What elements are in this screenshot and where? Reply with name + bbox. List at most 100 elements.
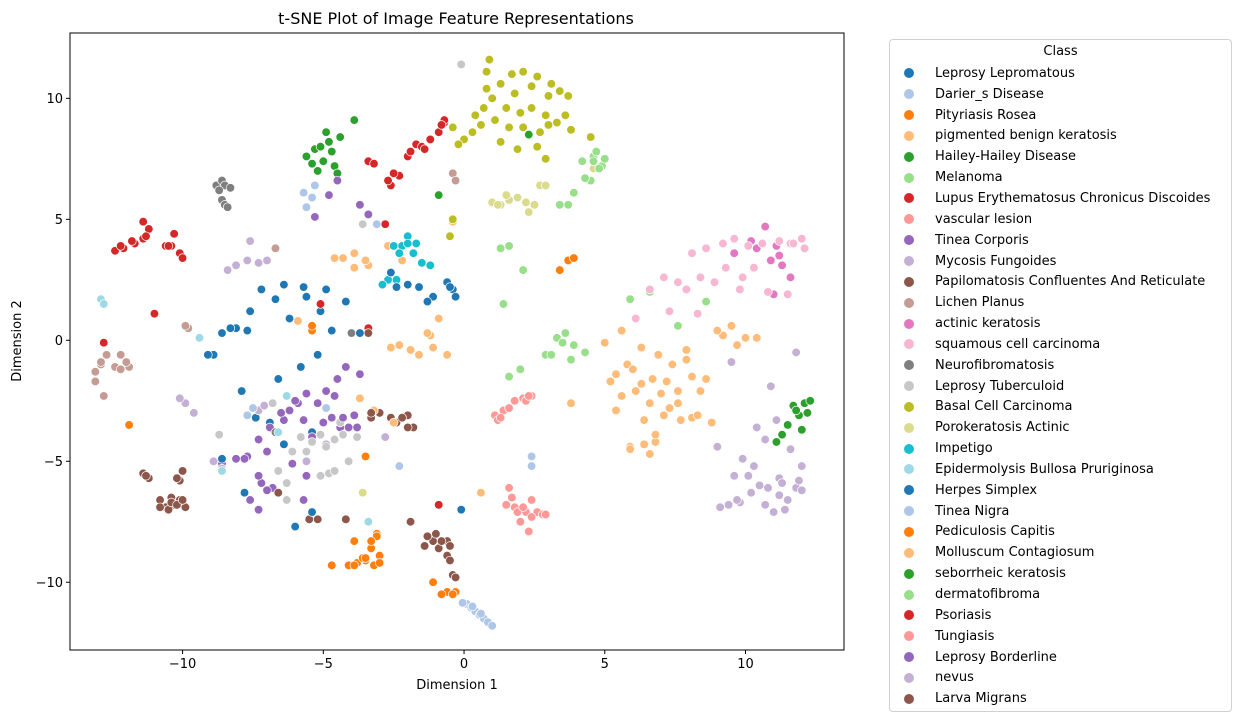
legend-marker	[904, 631, 914, 642]
data-point	[239, 488, 250, 498]
data-point	[293, 316, 303, 326]
data-point	[515, 108, 525, 118]
series-group	[217, 175, 365, 515]
data-point	[422, 296, 433, 307]
legend-label: Neurofibromatosis	[935, 357, 1055, 373]
data-point	[313, 398, 323, 408]
data-point	[791, 405, 801, 416]
series-group	[242, 180, 537, 471]
data-point	[701, 374, 711, 384]
data-point	[222, 265, 233, 275]
data-point	[245, 495, 255, 505]
data-point	[343, 456, 354, 466]
data-point	[605, 376, 616, 387]
data-point	[372, 219, 382, 229]
legend-label: Herpes Simplex	[935, 482, 1038, 498]
data-point	[594, 163, 604, 174]
data-point	[566, 354, 576, 365]
data-point	[557, 338, 568, 348]
data-point	[541, 180, 551, 191]
data-point	[524, 391, 534, 401]
data-point	[338, 413, 348, 423]
data-point	[586, 132, 596, 142]
data-point	[214, 185, 224, 195]
data-point	[524, 207, 534, 217]
data-point	[518, 67, 528, 77]
data-point	[721, 263, 731, 273]
data-point	[237, 386, 247, 396]
data-point	[664, 403, 675, 413]
series-group	[194, 59, 466, 505]
data-point	[149, 309, 160, 319]
legend-marker	[904, 443, 914, 454]
data-point	[476, 120, 486, 130]
data-point	[726, 321, 737, 331]
data-point	[290, 521, 300, 532]
series-group	[141, 408, 461, 583]
data-point	[349, 115, 359, 125]
data-point	[673, 277, 683, 287]
data-point	[282, 478, 292, 488]
data-point	[403, 422, 413, 433]
series-group	[712, 347, 807, 517]
data-point	[276, 408, 286, 418]
data-point	[507, 69, 517, 79]
data-point	[355, 369, 365, 379]
data-point	[631, 313, 641, 324]
data-point	[526, 451, 537, 462]
data-point	[321, 442, 331, 452]
data-point	[403, 238, 413, 249]
legend-label: Pityriasis Rosea	[935, 107, 1037, 123]
legend-title: Class	[1043, 44, 1078, 59]
legend-item: Leprosy Tuberculoid	[904, 376, 1210, 397]
data-point	[738, 272, 748, 283]
data-point	[307, 321, 317, 331]
data-point	[389, 241, 399, 251]
data-point	[470, 110, 480, 120]
data-point	[341, 362, 351, 372]
data-point	[434, 190, 444, 200]
data-point	[774, 250, 784, 261]
data-point	[757, 238, 768, 249]
data-point	[729, 234, 739, 244]
legend-marker	[904, 693, 914, 704]
data-point	[360, 255, 371, 266]
legend-item: Leprosy Lepromatous	[904, 63, 1210, 84]
data-point	[681, 354, 692, 365]
legend-marker	[904, 422, 914, 433]
data-point	[321, 403, 331, 413]
data-point	[259, 400, 269, 411]
data-point	[687, 371, 697, 382]
data-point	[729, 471, 739, 481]
data-point	[701, 243, 711, 253]
series-group	[301, 115, 534, 200]
legend-marker	[904, 526, 914, 537]
legend-marker	[904, 110, 914, 121]
data-point	[566, 125, 576, 135]
data-point	[155, 502, 165, 512]
data-point	[707, 417, 717, 428]
legend-item: Neurofibromatosis	[904, 355, 1210, 376]
data-point	[676, 415, 686, 425]
data-point	[352, 422, 362, 433]
data-point	[541, 110, 551, 120]
data-point	[301, 456, 312, 466]
data-point	[248, 403, 258, 413]
data-point	[253, 505, 264, 515]
legend-label: Tinea Corporis	[935, 232, 1029, 248]
legend-label: Tungiasis	[935, 628, 995, 644]
data-point	[569, 253, 579, 263]
data-point	[617, 325, 627, 336]
data-point	[695, 386, 706, 396]
data-point	[222, 202, 233, 212]
legend-item: Mycosis Fungoides	[904, 251, 1210, 272]
legend-item: Impetigo	[904, 438, 1210, 459]
data-point	[625, 294, 635, 304]
legend-item: Leprosy Borderline	[904, 647, 1210, 668]
data-point	[242, 325, 252, 336]
data-point	[124, 420, 134, 430]
data-point	[805, 396, 815, 406]
data-point	[327, 413, 337, 423]
data-point	[785, 272, 796, 283]
data-point	[490, 115, 500, 125]
